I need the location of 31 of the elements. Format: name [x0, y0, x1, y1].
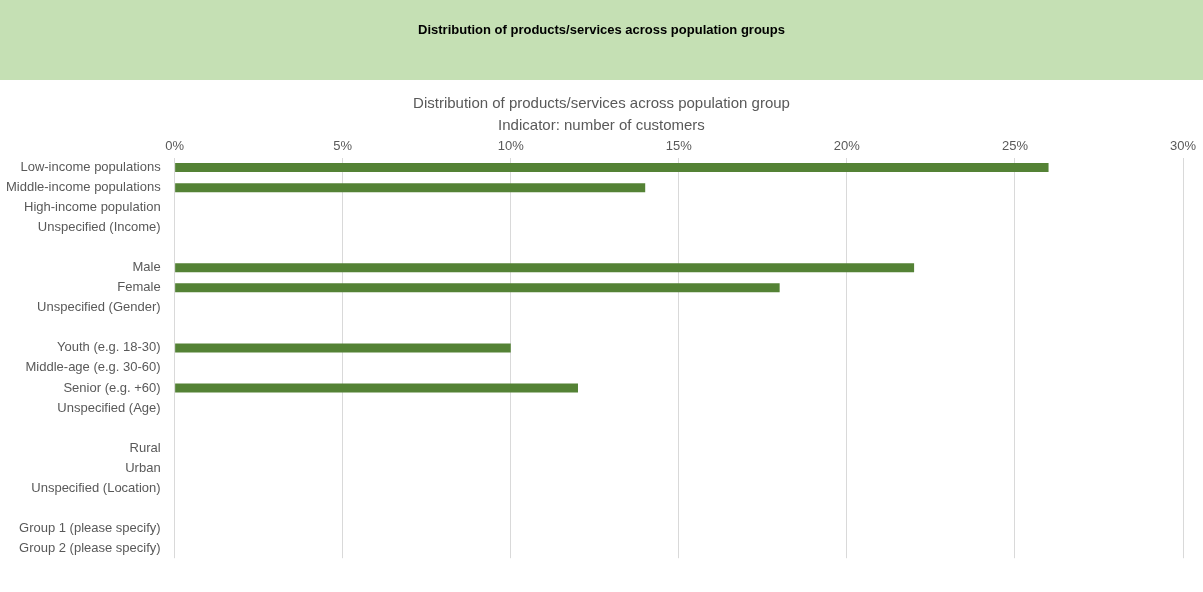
y-tick-label: Senior (e.g. +60)	[63, 379, 161, 395]
bar	[175, 383, 578, 393]
y-tick-label: Unspecified (Income)	[37, 219, 161, 235]
y-tick-label: Male	[132, 259, 161, 275]
x-tick-label: 10%	[497, 138, 525, 154]
y-tick-label: Group 1 (please specify)	[19, 519, 161, 535]
chart-subtitle: Distribution of products/services across population group Indicator: number of customers	[412, 93, 791, 135]
y-tick-label: Low-income populations	[20, 159, 162, 175]
bar	[175, 163, 1049, 173]
x-tick-label: 5%	[333, 138, 353, 154]
y-tick-label: High-income population	[24, 199, 161, 215]
y-tick-label: Unspecified (Age)	[57, 399, 161, 415]
x-tick-label: 30%	[1169, 138, 1197, 154]
bar	[175, 263, 915, 273]
y-tick-label: Unspecified (Gender)	[37, 299, 161, 315]
y-tick-label: Rural	[129, 439, 161, 455]
bar	[175, 183, 646, 193]
y-tick-label: Unspecified (Location)	[31, 479, 161, 495]
bar	[175, 343, 511, 353]
x-tick-label: 0%	[165, 138, 185, 154]
y-tick-label: Middle-age (e.g. 30-60)	[25, 359, 161, 375]
bar	[175, 283, 780, 293]
x-tick-label: 25%	[1001, 138, 1029, 154]
y-tick-label: Youth (e.g. 18-30)	[57, 339, 161, 355]
y-tick-label: Urban	[125, 459, 161, 475]
y-tick-label: Middle-income populations	[5, 179, 162, 195]
x-tick-label: 15%	[665, 138, 693, 154]
y-tick-label: Female	[117, 279, 161, 295]
chart-title: Distribution of products/services across population groups	[0, 0, 1203, 80]
y-tick-label: Group 2 (please specify)	[19, 539, 161, 555]
x-tick-label: 20%	[833, 138, 861, 154]
